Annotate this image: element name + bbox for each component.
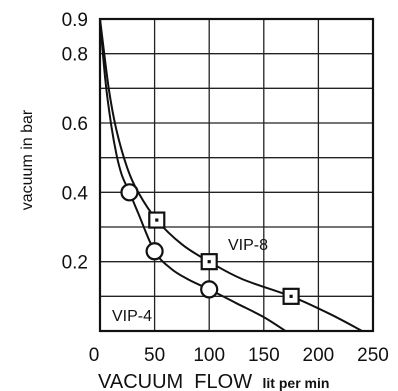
y-tick-label: 0.6 xyxy=(62,114,88,135)
square-marker-center xyxy=(207,260,211,264)
series-label-vip-4: VIP-4 xyxy=(112,308,152,325)
y-tick-label: 0.2 xyxy=(62,253,88,274)
circle-marker xyxy=(120,183,139,202)
x-axis-label-unit: lit per min xyxy=(263,375,330,391)
x-tick-label: 250 xyxy=(357,345,389,366)
series-label-vip-8: VIP-8 xyxy=(228,237,268,254)
grid xyxy=(98,17,375,333)
y-axis-label: vacuum in bar xyxy=(19,109,36,210)
series-line-vip-8 xyxy=(99,18,363,332)
x-axis-label: VACUUM FLOW lit per min xyxy=(98,371,329,391)
markers xyxy=(120,183,300,305)
y-tick-label: 0.4 xyxy=(62,183,89,204)
x-tick-label: 200 xyxy=(303,345,335,366)
curves xyxy=(99,18,363,332)
x-tick-label: 0 xyxy=(89,345,100,366)
y-tick-label: 0.9 xyxy=(62,10,88,31)
plot-frame xyxy=(98,17,375,333)
circle-marker xyxy=(200,280,219,299)
square-marker-center xyxy=(289,294,293,298)
x-tick-label: 150 xyxy=(248,345,280,366)
circle-marker xyxy=(145,242,164,261)
x-axis-label-main: VACUUM FLOW xyxy=(98,371,252,391)
square-marker-center xyxy=(155,218,159,222)
tick-labels: 0 50 100 150 200 250 0.2 0.4 0.6 0.8 0.9 xyxy=(62,10,389,366)
y-tick-label: 0.8 xyxy=(62,45,88,66)
series-line-vip-4 xyxy=(99,18,287,332)
x-tick-label: 100 xyxy=(193,345,225,366)
x-tick-label: 50 xyxy=(144,345,165,366)
